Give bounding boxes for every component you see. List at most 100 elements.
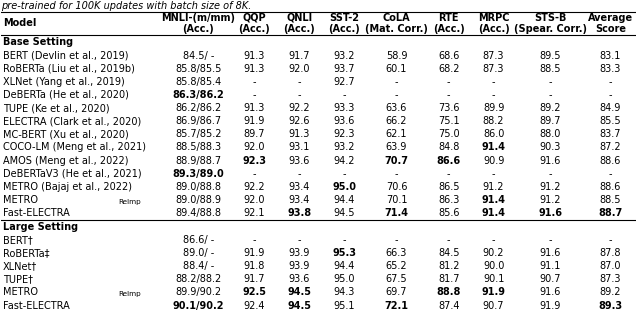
Text: -: - [447, 77, 451, 87]
Text: 87.3: 87.3 [483, 64, 504, 74]
Text: 62.1: 62.1 [386, 129, 407, 139]
Text: 85.7/85.2: 85.7/85.2 [175, 129, 221, 139]
Text: 91.6: 91.6 [540, 156, 561, 166]
Text: -: - [609, 90, 612, 100]
Text: 89.3/89.0: 89.3/89.0 [172, 169, 224, 179]
Text: 60.1: 60.1 [386, 64, 407, 74]
Text: BERT†: BERT† [3, 235, 33, 245]
Text: 90.1: 90.1 [483, 274, 504, 284]
Text: CoLA
(Mat. Corr.): CoLA (Mat. Corr.) [365, 13, 428, 34]
Text: TUPE (Ke et al., 2020): TUPE (Ke et al., 2020) [3, 103, 109, 113]
Text: 90.1/90.2: 90.1/90.2 [172, 301, 224, 311]
Text: 91.2: 91.2 [540, 195, 561, 205]
Text: 81.2: 81.2 [438, 261, 460, 271]
Text: 87.3: 87.3 [600, 274, 621, 284]
Text: 95.3: 95.3 [332, 248, 356, 258]
Text: -: - [548, 169, 552, 179]
Text: 91.8: 91.8 [244, 261, 265, 271]
Text: 91.4: 91.4 [482, 195, 506, 205]
Text: XLNet†: XLNet† [3, 261, 37, 271]
Text: RoBERTa‡: RoBERTa‡ [3, 248, 49, 258]
Text: MRPC
(Acc.): MRPC (Acc.) [477, 13, 509, 34]
Text: -: - [298, 235, 301, 245]
Text: 75.1: 75.1 [438, 116, 460, 126]
Text: RoBERTa (Liu et al., 2019b): RoBERTa (Liu et al., 2019b) [3, 64, 134, 74]
Text: METRO: METRO [3, 195, 38, 205]
Text: Model: Model [3, 18, 36, 29]
Text: 89.3: 89.3 [598, 301, 622, 311]
Text: -: - [342, 169, 346, 179]
Text: 86.9/86.7: 86.9/86.7 [175, 116, 221, 126]
Text: 91.6: 91.6 [540, 287, 561, 297]
Text: Base Setting: Base Setting [3, 37, 73, 47]
Text: 95.0: 95.0 [332, 182, 356, 192]
Text: 89.0/ -: 89.0/ - [182, 248, 214, 258]
Text: METRO (Bajaj et al., 2022): METRO (Bajaj et al., 2022) [3, 182, 132, 192]
Text: 93.4: 93.4 [289, 195, 310, 205]
Text: 92.3: 92.3 [333, 129, 355, 139]
Text: -: - [395, 77, 398, 87]
Text: 93.6: 93.6 [289, 156, 310, 166]
Text: 90.2: 90.2 [483, 248, 504, 258]
Text: 58.9: 58.9 [386, 51, 407, 60]
Text: 88.7: 88.7 [598, 208, 623, 218]
Text: -: - [492, 90, 495, 100]
Text: -: - [342, 90, 346, 100]
Text: 87.3: 87.3 [483, 51, 504, 60]
Text: -: - [548, 77, 552, 87]
Text: -: - [253, 235, 256, 245]
Text: 91.7: 91.7 [289, 51, 310, 60]
Text: -: - [492, 77, 495, 87]
Text: -: - [609, 77, 612, 87]
Text: 91.9: 91.9 [244, 248, 265, 258]
Text: DeBERTa (He et al., 2020): DeBERTa (He et al., 2020) [3, 90, 129, 100]
Text: 93.1: 93.1 [289, 142, 310, 153]
Text: 91.1: 91.1 [540, 261, 561, 271]
Text: TUPE†: TUPE† [3, 274, 33, 284]
Text: ELECTRA (Clark et al., 2020): ELECTRA (Clark et al., 2020) [3, 116, 141, 126]
Text: 93.3: 93.3 [333, 103, 355, 113]
Text: -: - [447, 235, 451, 245]
Text: 93.9: 93.9 [289, 261, 310, 271]
Text: STS-B
(Spear. Corr.): STS-B (Spear. Corr.) [514, 13, 587, 34]
Text: 86.0: 86.0 [483, 129, 504, 139]
Text: pre-trained for 100K updates with batch size of 8K.: pre-trained for 100K updates with batch … [1, 1, 252, 11]
Text: 95.0: 95.0 [333, 274, 355, 284]
Text: 88.6: 88.6 [600, 156, 621, 166]
Text: 85.5: 85.5 [600, 116, 621, 126]
Text: 84.8: 84.8 [438, 142, 460, 153]
Text: -: - [548, 235, 552, 245]
Text: 68.6: 68.6 [438, 51, 460, 60]
Text: 84.9: 84.9 [600, 103, 621, 113]
Text: 93.6: 93.6 [333, 116, 355, 126]
Text: QNLI
(Acc.): QNLI (Acc.) [284, 13, 316, 34]
Text: 89.0/88.9: 89.0/88.9 [175, 195, 221, 205]
Text: -: - [492, 169, 495, 179]
Text: 92.6: 92.6 [289, 116, 310, 126]
Text: 87.4: 87.4 [438, 301, 460, 311]
Text: 88.2: 88.2 [483, 116, 504, 126]
Text: Large Setting: Large Setting [3, 222, 78, 232]
Text: 91.9: 91.9 [244, 116, 265, 126]
Text: 71.4: 71.4 [385, 208, 408, 218]
Text: 94.3: 94.3 [333, 287, 355, 297]
Text: -: - [492, 235, 495, 245]
Text: -: - [395, 235, 398, 245]
Text: 69.7: 69.7 [386, 287, 407, 297]
Text: XLNet (Yang et al., 2019): XLNet (Yang et al., 2019) [3, 77, 124, 87]
Text: 66.3: 66.3 [386, 248, 407, 258]
Text: 92.4: 92.4 [244, 301, 265, 311]
Text: 90.9: 90.9 [483, 156, 504, 166]
Text: 89.7: 89.7 [540, 116, 561, 126]
Text: 75.0: 75.0 [438, 129, 460, 139]
Text: 93.2: 93.2 [333, 51, 355, 60]
Text: 87.8: 87.8 [600, 248, 621, 258]
Text: -: - [395, 90, 398, 100]
Text: 88.2/88.2: 88.2/88.2 [175, 274, 221, 284]
Text: 90.7: 90.7 [483, 301, 504, 311]
Text: MNLI-(m/mm)
(Acc.): MNLI-(m/mm) (Acc.) [161, 13, 236, 34]
Text: 89.5: 89.5 [540, 51, 561, 60]
Text: COCO-LM (Meng et al., 2021): COCO-LM (Meng et al., 2021) [3, 142, 146, 153]
Text: 90.0: 90.0 [483, 261, 504, 271]
Text: 92.0: 92.0 [244, 195, 265, 205]
